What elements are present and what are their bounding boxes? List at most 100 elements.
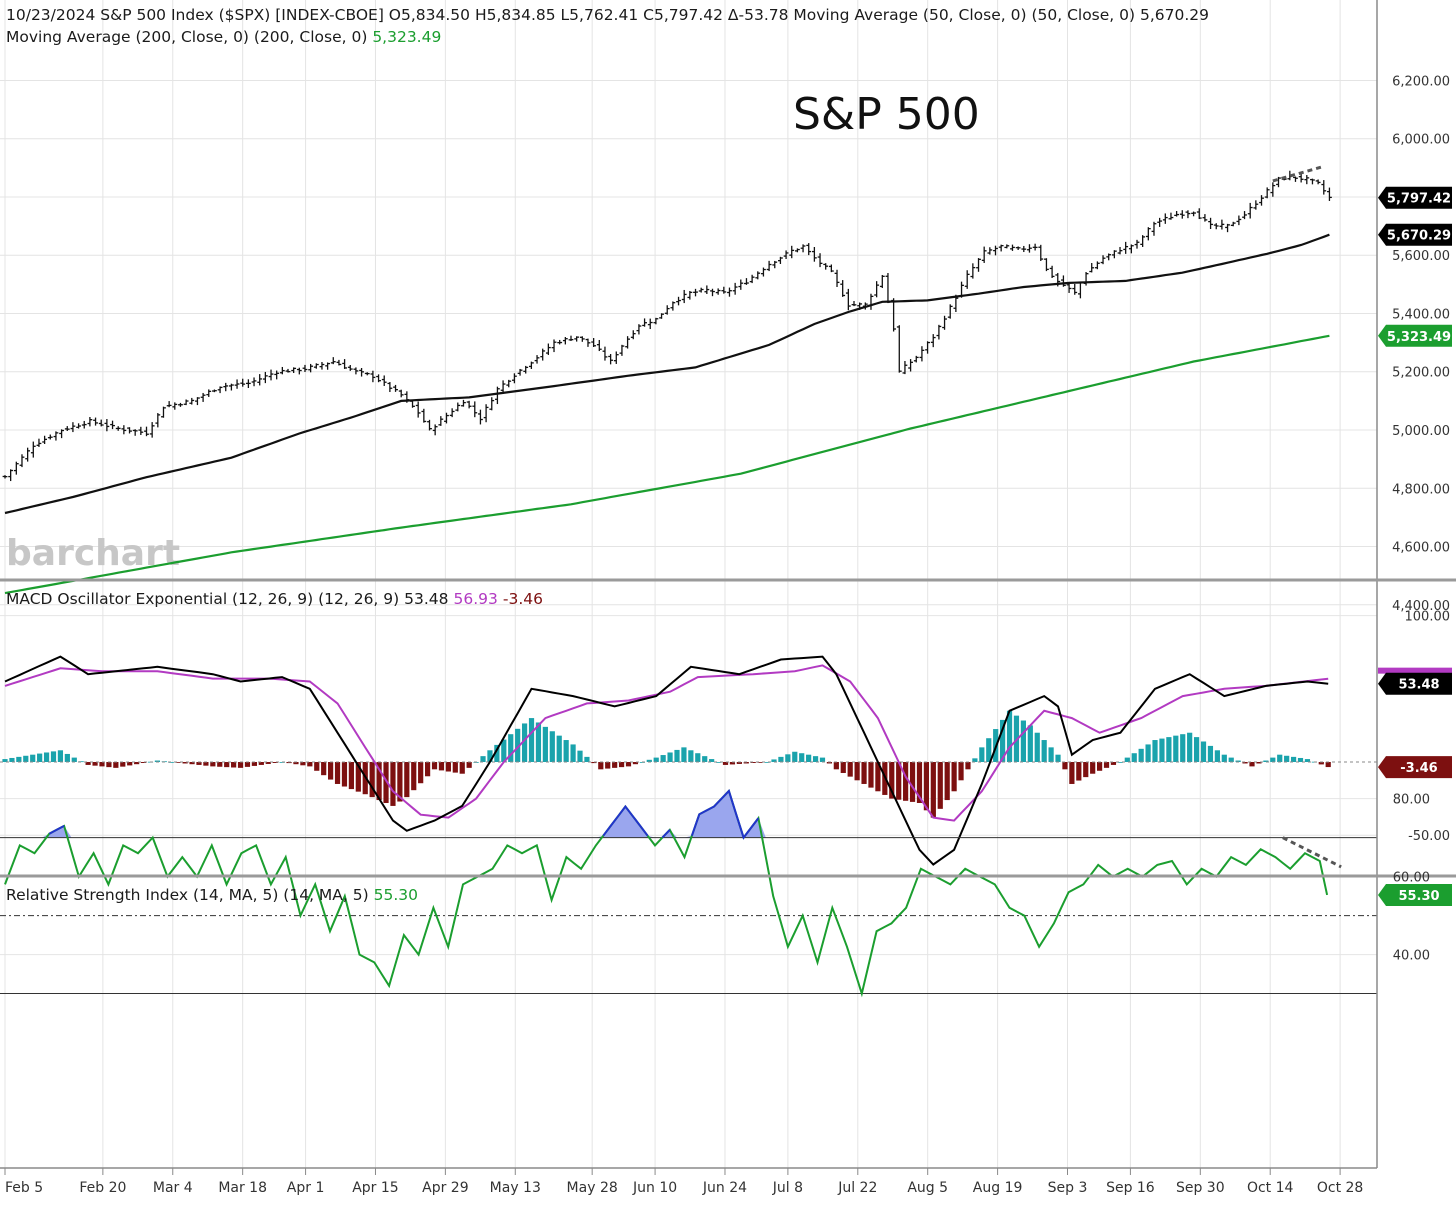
ohlc-bar [1049,265,1055,279]
macd-histogram-bar [833,762,839,770]
ohlc-bar [251,377,257,387]
ohlc-bar [161,406,166,418]
macd-histogram-bar [37,753,43,762]
macd-histogram-bar [355,762,361,792]
macd-histogram-bar [168,762,174,763]
ohlc-bar [1078,281,1083,299]
ohlc-bar [472,401,478,418]
macd-histogram-bar [182,762,188,764]
x-tick-label: Feb 5 [5,1180,43,1196]
macd-histogram-bar [923,762,930,811]
ohlc-bar [189,397,195,405]
x-tick-label: Jun 24 [702,1180,747,1196]
ohlc-bar [795,248,800,253]
ma50-tag-bg [1378,223,1452,246]
ohlc-bar [772,260,778,269]
macd-histogram-bar [764,762,770,763]
macd-histogram-bar [244,762,251,767]
x-tick-label: Apr 15 [352,1180,398,1196]
ohlc-bar [115,426,121,431]
ohlc-bar [279,366,285,375]
ohlc-bar [438,416,444,426]
macd-signal-tag-edge [1378,667,1452,674]
macd-histogram-bar [695,753,701,762]
ohlc-bar [183,399,189,406]
ohlc-bar [959,281,964,298]
price-header-line2: Moving Average (200, Close, 0) (200, Clo… [6,28,441,46]
macd-tag: 53.48 [1378,672,1452,695]
macd-histogram-bar [986,738,992,762]
ohlc-bar [557,339,563,345]
macd-histogram-bar [508,734,514,762]
macd-histogram-bar [528,718,535,762]
ohlc-bar [528,361,534,369]
watermark: barchart [6,533,180,574]
ohlc-bars [2,170,1332,482]
ohlc-bar [1276,176,1281,188]
rsi-overbought-segment [48,788,760,840]
macd-histogram-bar [314,762,320,771]
macd-histogram-bar [120,762,126,767]
macd-histogram-bar [106,762,112,768]
ohlc-bar [1100,255,1106,265]
macd-histogram-bar [757,762,763,763]
macd-histogram-bar [535,722,542,762]
macd-histogram-bar [404,762,410,798]
macd-histogram-bar [778,756,784,762]
macd-histogram-bar [224,762,230,768]
x-tick-label: Jul 22 [837,1180,877,1196]
ohlc-bar [110,420,115,430]
ma50-layer [4,233,1330,515]
ohlc-bar [155,413,161,428]
macd-histogram-bar [584,756,590,762]
axes [0,0,1456,1169]
ohlc-bar [545,343,551,355]
ohlc-bar [30,441,36,458]
ohlc-bar [806,243,812,256]
ohlc-bar [70,422,76,433]
ohlc-bar [1128,244,1134,254]
ohlc-bar [64,426,70,432]
ohlc-bar [347,365,353,371]
macd-histogram-bar [452,762,458,773]
ohlc-bar [461,399,466,407]
macd-histogram-bar [321,762,327,776]
macd-histogram-bar [1187,732,1193,762]
ohlc-bar [857,302,863,310]
ohlc-bar [178,402,183,407]
macd-histogram-bar [43,752,50,762]
ohlc-bar [523,365,529,374]
ma200-tag: 5,323.49 [1378,324,1452,347]
macd-histogram-bar [965,762,971,770]
trendline-layer [1272,164,1325,183]
price-y-tick: 4,800.00 [1392,482,1450,497]
ohlc-bar [1038,244,1044,261]
ohlc-bar [144,426,149,437]
ohlc-bar [427,419,432,431]
macd-histogram-bar [944,762,950,801]
ma200-layer [4,334,1330,595]
ohlc-bar [489,397,495,411]
macd-header-value: 53.48 [404,590,448,608]
macd-histogram-bar [930,762,936,818]
rsi-header-prefix: Relative Strength Index (14, MA, 5) (14,… [6,886,374,904]
macd-histogram-bar [792,751,798,762]
x-tick-label: Mar 18 [218,1180,267,1196]
macd-histogram-bar [715,762,722,763]
ohlc-bar [1236,215,1242,226]
rsi-tag-bg [1378,883,1452,906]
ohlc-bar [908,359,913,372]
macd-histogram-bar [300,762,306,766]
ohlc-bar [223,382,229,392]
ohlc-bar [364,372,370,376]
ohlc-bar [87,417,93,427]
ohlc-bar [976,258,981,272]
macd-histogram-bar [667,752,673,762]
ohlc-bar [642,318,647,327]
macd-histogram-bar [1277,754,1283,762]
ohlc-bar [1032,243,1038,251]
ohlc-bar [783,250,789,260]
macd-histogram-bar [1228,757,1234,762]
macd-histogram-bar [30,754,36,762]
macd-histogram-bar [1166,737,1172,762]
